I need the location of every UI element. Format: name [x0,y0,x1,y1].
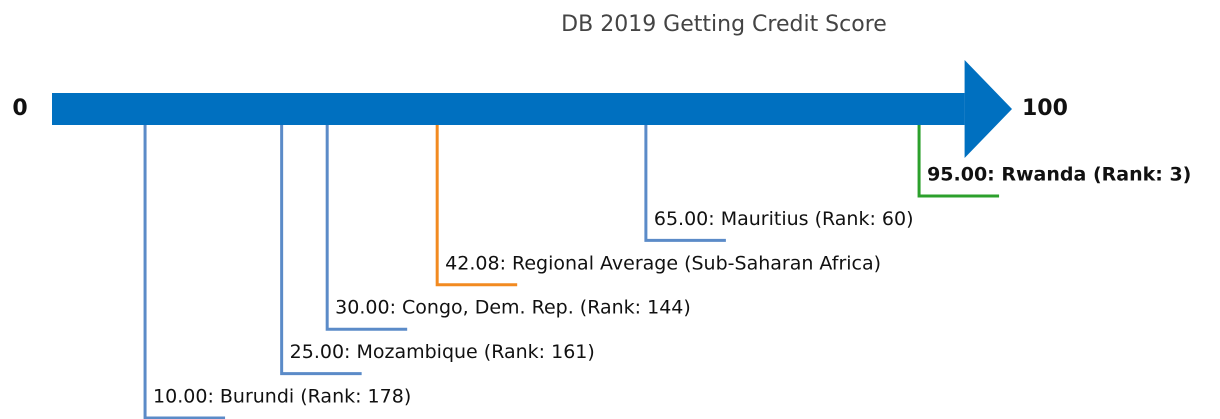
callout-line [143,125,226,419]
axis-arrowhead [964,60,1012,158]
callout-label: 10.00: Burundi (Rank: 178) [153,386,411,408]
callout-line [917,125,1000,198]
callout-label: 30.00: Congo, Dem. Rep. (Rank: 144) [335,297,691,319]
callout-line [325,125,408,331]
callout-line [280,125,362,376]
axis-shaft [52,93,965,125]
callout-label: 65.00: Mauritius (Rank: 60) [654,208,914,230]
callout-label: 95.00: Rwanda (Rank: 3) [927,164,1191,186]
chart-title: DB 2019 Getting Credit Score [561,12,887,37]
axis-end-label: 0 [12,96,27,121]
callout-label: 42.08: Regional Average (Sub-Saharan Afr… [445,252,881,274]
axis-end-label: 100 [1022,96,1068,121]
callout-line [644,125,726,242]
callout-label: 25.00: Mozambique (Rank: 161) [290,341,595,363]
callout-line [435,125,518,287]
